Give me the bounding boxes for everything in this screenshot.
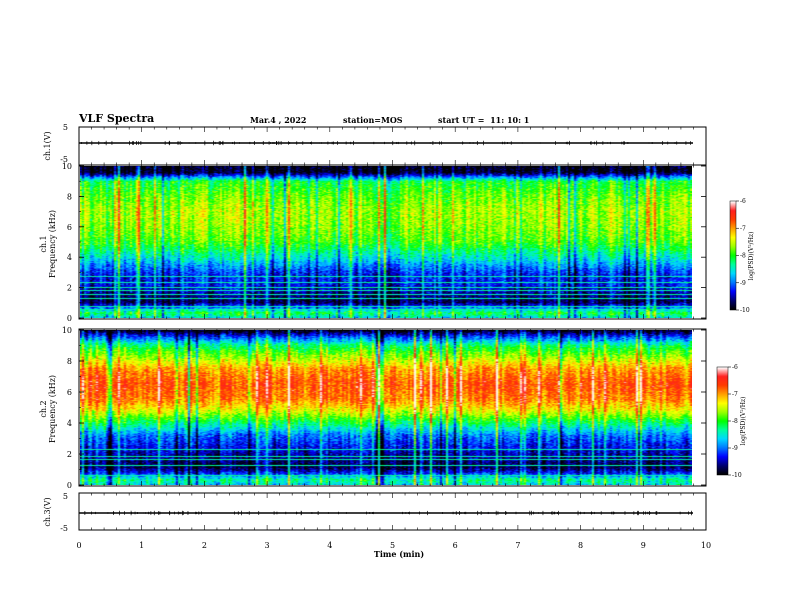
ch1-spec-ytick-label: 8 [67, 192, 72, 201]
ch2-spec-ylabel-channel: ch.2 [39, 400, 48, 417]
colorbar-ch1: -6 -7 -8 -9 -10 log(PSD)(V²/Hz) [729, 198, 755, 314]
ch2-colorbar-tick-label: -7 [732, 391, 738, 398]
ch1-ytick-top: 5 [63, 123, 68, 132]
ch2-colorbar-tick-label: -6 [732, 364, 738, 371]
ch1-spec-ylabel-channel: ch.1 [39, 235, 48, 252]
ch1-colorbar-label: log(PSD)(V²/Hz) [748, 232, 755, 281]
ch2-spec-ytick-label: 10 [62, 326, 72, 335]
ch3-waveform-ylabel: ch.3(V) [43, 497, 52, 526]
ch1-colorbar-tick-label: -8 [740, 253, 746, 260]
x-tick-label: 6 [453, 541, 458, 550]
ch2-spec-ytick-label: 0 [67, 481, 72, 490]
ch1-colorbar-tick-label: -9 [740, 280, 746, 287]
ch1-waveform-ylabel: ch.1(V) [43, 131, 52, 160]
ch3-waveform-panel: 5 -5 ch.3(V) [43, 492, 707, 533]
x-tick-label: 5 [390, 541, 395, 550]
ch1-spec-ylabel-freq: Frequency (kHz) [48, 210, 57, 278]
time-axis: 0 1 2 3 4 5 6 7 8 9 10 [76, 127, 711, 550]
ch2-colorbar-tick-label: -9 [732, 445, 738, 452]
x-tick-label: 2 [202, 541, 207, 550]
station-label: station=MOS [343, 115, 403, 125]
start-ut-label: start UT = 11: 10: 1 [438, 115, 530, 125]
date-label: Mar.4 , 2022 [250, 115, 307, 125]
ch2-colorbar-label: log(PSD)(V²/Hz) [740, 397, 747, 446]
ch2-spec-ytick-label: 4 [67, 419, 72, 428]
ch1-spectrogram-panel: ch.1 Frequency (kHz) 0 2 4 6 8 10 [39, 162, 707, 323]
x-axis-label: Time (min) [374, 549, 424, 559]
ch3-waveform-noise [84, 510, 692, 516]
ch3-ytick-bottom: -5 [60, 524, 68, 533]
ch1-ytick-bottom: -5 [60, 155, 68, 164]
ch2-colorbar-tick-label: -8 [732, 418, 738, 425]
x-tick-label: 10 [701, 541, 711, 550]
ch1-colorbar-tick-label: -6 [740, 198, 746, 205]
ch1-waveform-panel: 5 -5 ch.1(V) [43, 123, 707, 166]
ch2-spectrogram-panel: ch.2 Frequency (kHz) 0 2 4 6 8 10 [39, 326, 707, 490]
ch1-spec-ytick-label: 6 [67, 223, 72, 232]
ch1-colorbar-tick-label: -7 [740, 225, 746, 232]
ch2-colorbar-tick-label: -10 [732, 472, 742, 479]
x-tick-label: 0 [76, 541, 81, 550]
ch2-spec-ytick-label: 2 [67, 450, 72, 459]
figure-title: VLF Spectra [79, 112, 155, 125]
ch1-waveform-noise [81, 140, 691, 146]
ch1-spec-ytick-label: 2 [67, 284, 72, 293]
ch3-ytick-top: 5 [63, 492, 68, 501]
ch1-spec-ytick-label: 0 [67, 314, 72, 323]
ch2-colorbar-image [717, 367, 728, 475]
x-tick-label: 9 [641, 541, 646, 550]
ch2-spec-ytick-label: 6 [67, 388, 72, 397]
x-tick-label: 8 [578, 541, 583, 550]
ch1-spec-ytick-label: 4 [67, 253, 72, 262]
ch1-colorbar-image [730, 201, 736, 310]
ch1-colorbar-tick-label: -10 [740, 307, 750, 314]
ch2-spectrogram-image [80, 330, 692, 485]
colorbar-ch2: -6 -7 -8 -9 -10 log(PSD)(V²/Hz) [716, 364, 747, 479]
ch1-spec-ytick-label: 10 [62, 162, 72, 171]
x-tick-label: 3 [265, 541, 270, 550]
x-tick-label: 4 [327, 541, 332, 550]
ch2-spec-ylabel-freq: Frequency (kHz) [48, 375, 57, 443]
ch1-spectrogram-image [80, 166, 692, 318]
ch2-spec-ytick-label: 8 [67, 357, 72, 366]
x-tick-label: 1 [139, 541, 144, 550]
x-tick-label: 7 [515, 541, 520, 550]
